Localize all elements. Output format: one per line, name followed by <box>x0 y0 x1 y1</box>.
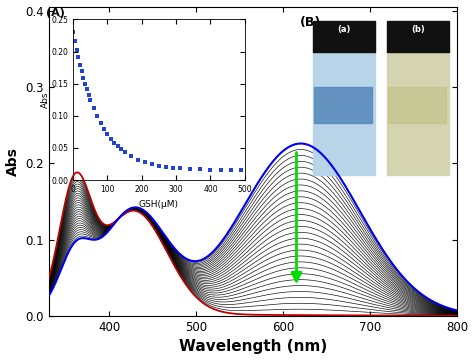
X-axis label: Wavelength (nm): Wavelength (nm) <box>179 339 327 355</box>
Y-axis label: Abs: Abs <box>6 147 19 176</box>
Text: (B): (B) <box>300 17 321 30</box>
